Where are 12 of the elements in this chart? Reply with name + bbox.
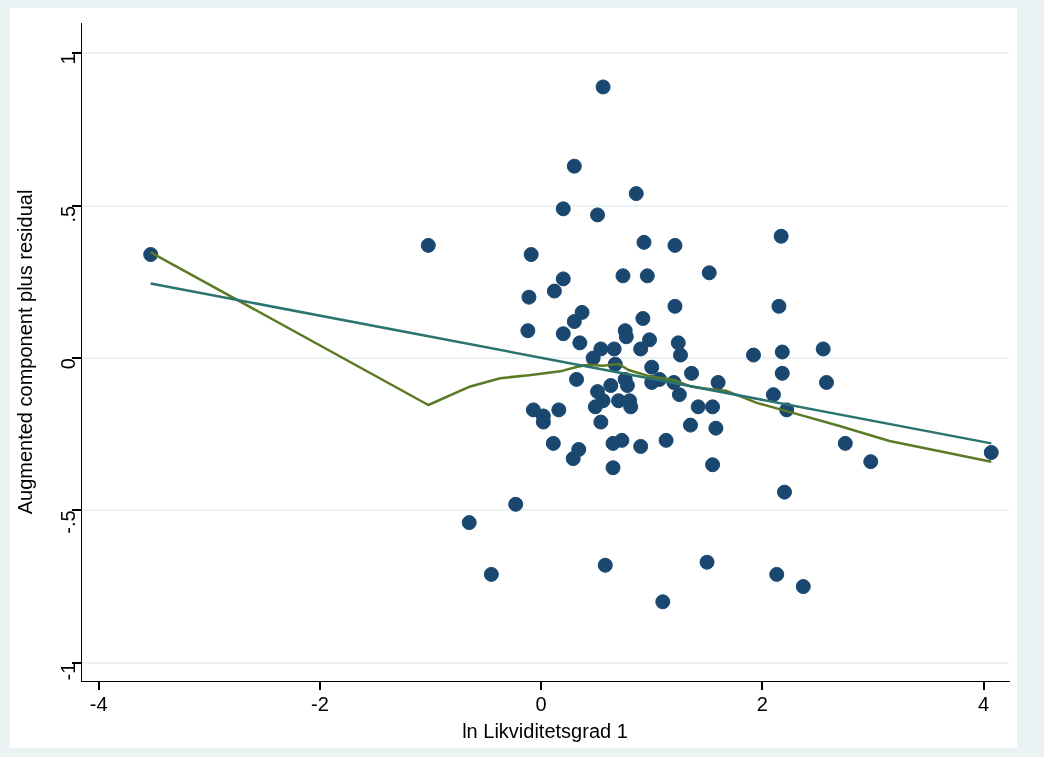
x-tick-label: 0	[535, 692, 547, 715]
x-tick-label: 4	[978, 692, 990, 715]
y-tick-label: -1	[56, 662, 79, 681]
y-tick-label: 0	[56, 358, 79, 370]
y-tick-label: 1	[56, 53, 79, 65]
y-axis-title: Augmented component plus residual	[13, 189, 36, 515]
x-tick-label: -4	[89, 692, 108, 715]
x-tick-label: -2	[311, 692, 329, 715]
y-tick-label: -.5	[56, 510, 79, 534]
y-tick-label: .5	[56, 205, 79, 223]
x-tick-label: 2	[756, 692, 768, 715]
x-axis-title: ln Likviditetsgrad 1	[462, 719, 628, 742]
